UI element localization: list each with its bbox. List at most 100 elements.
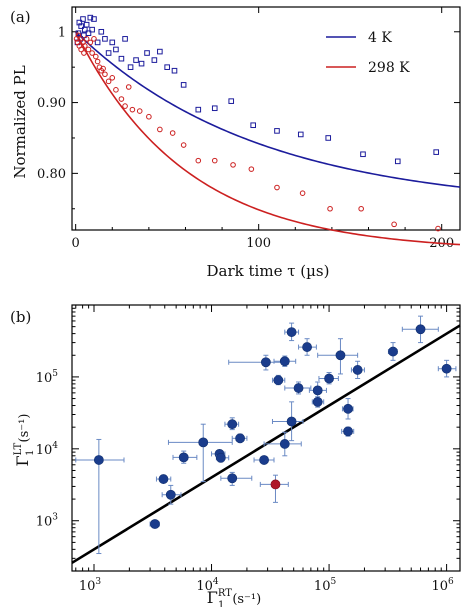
- a-point-circle: [105, 78, 112, 85]
- tick-base: 10: [314, 579, 331, 594]
- tick-exp: 5: [330, 577, 336, 587]
- a-point-square: [274, 128, 280, 134]
- a-point-circle: [435, 225, 441, 232]
- a-point-circle: [211, 157, 218, 164]
- a-ytick-label: 1: [58, 25, 66, 40]
- point-marker: [302, 342, 312, 352]
- a-point-circle: [358, 205, 364, 212]
- a-point-circle: [94, 58, 101, 65]
- point-marker: [352, 365, 363, 375]
- a-point-square: [83, 21, 90, 28]
- data-point: [271, 374, 286, 386]
- data-point: [318, 372, 339, 385]
- data-point: [215, 452, 230, 463]
- a-point-circle: [122, 103, 128, 109]
- point-marker: [286, 327, 297, 337]
- a-point-square: [325, 135, 332, 141]
- a-point-circle: [82, 43, 88, 49]
- legend-label-4k: 4 K: [368, 30, 392, 46]
- point-marker: [335, 350, 346, 361]
- a-point-square: [433, 149, 440, 155]
- data-point: [161, 484, 182, 505]
- b-ytick-label: 104: [36, 441, 59, 458]
- panel-a-ylabel: Normalized PL: [11, 65, 29, 178]
- data-point: [341, 426, 355, 437]
- legend-label-298k: 298 K: [368, 60, 410, 76]
- a-point-circle: [327, 205, 333, 212]
- data-point: [263, 431, 302, 457]
- a-point-circle: [391, 221, 397, 228]
- a-ytick-label: 0.90: [37, 96, 66, 111]
- a-point-square: [89, 26, 95, 33]
- a-point-square: [87, 14, 94, 21]
- data-point: [149, 519, 160, 529]
- panel-b-xlabel-unit: (s⁻¹): [232, 592, 261, 607]
- panel-a-xlabel: Dark time τ (µs): [207, 262, 330, 280]
- a-xtick-label: 100: [246, 236, 271, 251]
- a-point-square: [113, 46, 119, 53]
- data-point: [284, 322, 300, 342]
- data-point: [253, 455, 275, 465]
- point-marker: [441, 363, 452, 374]
- b-xtick-label: 106: [431, 577, 454, 594]
- point-marker: [312, 396, 323, 407]
- tick-exp: 4: [52, 441, 58, 451]
- a-point-circle: [113, 87, 119, 93]
- panel-b-xlabel-sub: 1: [218, 600, 224, 607]
- a-point-circle: [169, 130, 176, 136]
- a-point-square: [394, 158, 401, 165]
- a-point-square: [151, 57, 158, 63]
- tick-exp: 5: [52, 369, 58, 379]
- tick-exp: 4: [213, 577, 219, 587]
- a-point-circle: [91, 36, 97, 42]
- a-xtick-label: 0: [72, 236, 80, 251]
- a-point-circle: [136, 108, 143, 114]
- tick-base: 10: [79, 579, 96, 594]
- panel-b-ylabel-unit: (s⁻¹): [17, 414, 32, 443]
- tick-base: 10: [36, 371, 53, 386]
- a-point-square: [85, 30, 92, 36]
- point-marker: [279, 439, 290, 449]
- data-point: [220, 471, 253, 486]
- data-point: [172, 450, 198, 464]
- highlighted-point: [259, 474, 289, 503]
- point-marker: [178, 452, 189, 463]
- panel-b-ylabel-sup: LT: [13, 443, 24, 456]
- b-ytick-label: 105: [36, 369, 59, 386]
- a-ytick-label: 0.80: [37, 167, 66, 182]
- point-marker: [158, 474, 169, 484]
- point-marker: [388, 346, 398, 357]
- a-point-square: [250, 122, 256, 129]
- a-point-square: [102, 36, 108, 42]
- a-point-square: [122, 36, 128, 42]
- a-point-square: [297, 131, 304, 138]
- a-point-circle: [78, 46, 84, 53]
- a-point-circle: [274, 184, 280, 191]
- a-point-square: [118, 55, 125, 62]
- point-marker: [273, 375, 284, 386]
- point-marker: [227, 419, 238, 430]
- panel-b-data-points: [75, 315, 457, 555]
- panel-b-ylabel-main: Γ: [13, 455, 32, 466]
- data-point: [228, 354, 289, 371]
- a-point-circle: [146, 113, 152, 120]
- panel-b-ylabel: ΓLT1 (s⁻¹): [13, 414, 36, 467]
- panel-b-xlabel-sup: RT: [218, 588, 232, 599]
- point-marker: [165, 489, 176, 500]
- point-marker: [215, 452, 226, 463]
- panel-b-ylabel-sub: 1: [25, 449, 36, 455]
- data-point: [401, 315, 439, 344]
- data-point: [437, 359, 457, 378]
- b-xtick-label: 105: [314, 577, 337, 594]
- point-marker: [93, 455, 104, 465]
- a-point-circle: [102, 71, 108, 78]
- a-point-square: [127, 64, 134, 70]
- panel-b-label: (b): [10, 308, 31, 326]
- a-point-circle: [118, 96, 125, 102]
- tick-exp: 6: [448, 577, 454, 587]
